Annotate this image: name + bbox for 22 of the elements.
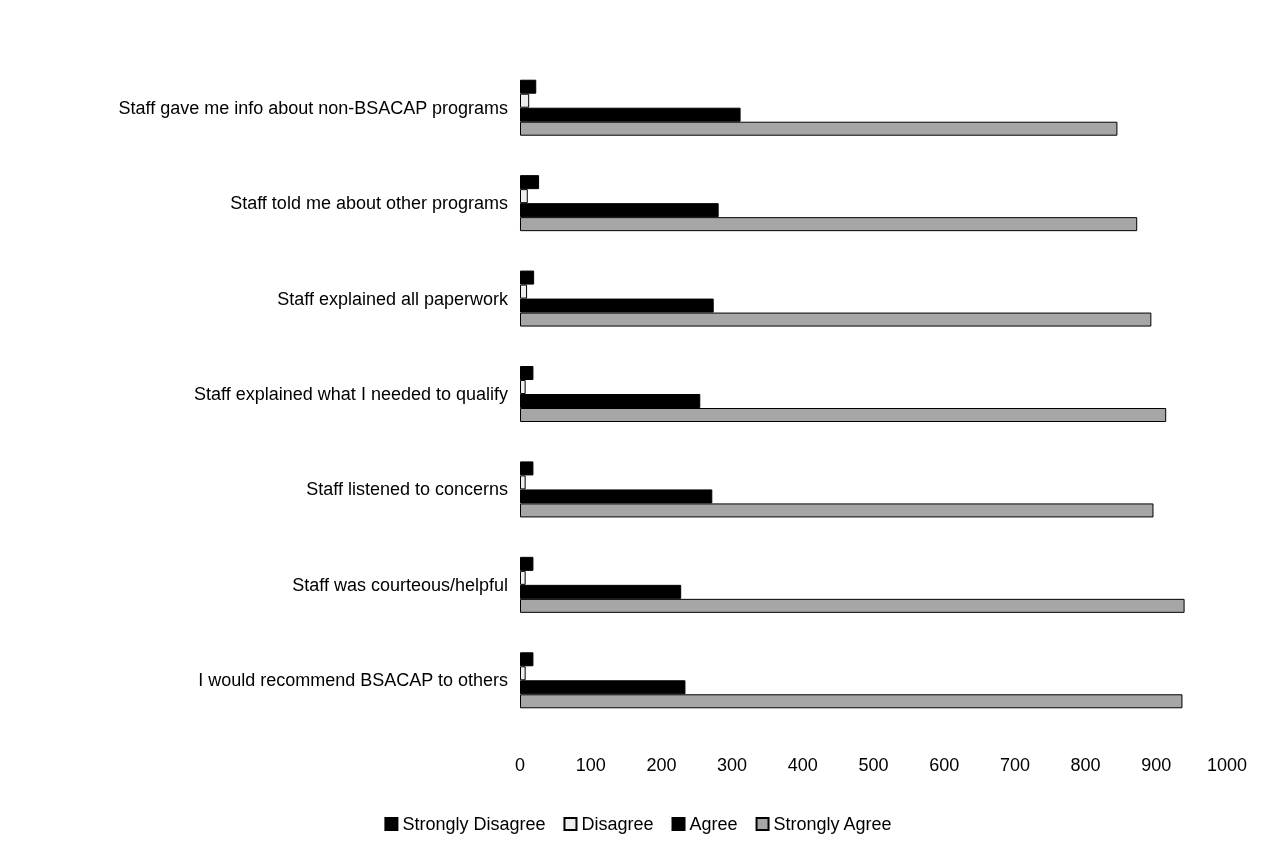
y-tick-label: Staff listened to concerns (306, 479, 508, 500)
x-tick-label: 500 (858, 755, 889, 775)
legend-label: Strongly Agree (773, 814, 892, 834)
x-tick-label: 0 (514, 755, 526, 775)
legend-label: Strongly Disagree (402, 814, 546, 834)
x-tick-label: 200 (646, 755, 677, 775)
x-tick-label: 800 (1070, 755, 1101, 775)
y-tick-label: I would recommend BSACAP to others (198, 670, 508, 691)
legend-label: Agree (689, 814, 738, 834)
legend-label: Disagree (581, 814, 654, 834)
y-tick-label: Staff was courteous/helpful (292, 574, 508, 595)
x-tick-label: 1000 (1206, 755, 1248, 775)
x-tick-label: 900 (1141, 755, 1172, 775)
x-tick-label: 700 (999, 755, 1030, 775)
y-tick-label: Staff explained what I needed to qualify (194, 384, 508, 404)
x-tick-label: 400 (787, 755, 818, 775)
x-tick-label: 600 (929, 755, 960, 775)
x-tick-label: 300 (717, 755, 748, 775)
x-tick-label: 100 (575, 755, 606, 775)
y-tick-label: Staff told me about other programs (230, 193, 508, 214)
y-tick-label: Staff gave me info about non-BSACAP programs (118, 97, 508, 118)
y-tick-label: Staff explained all paperwork (277, 288, 509, 309)
